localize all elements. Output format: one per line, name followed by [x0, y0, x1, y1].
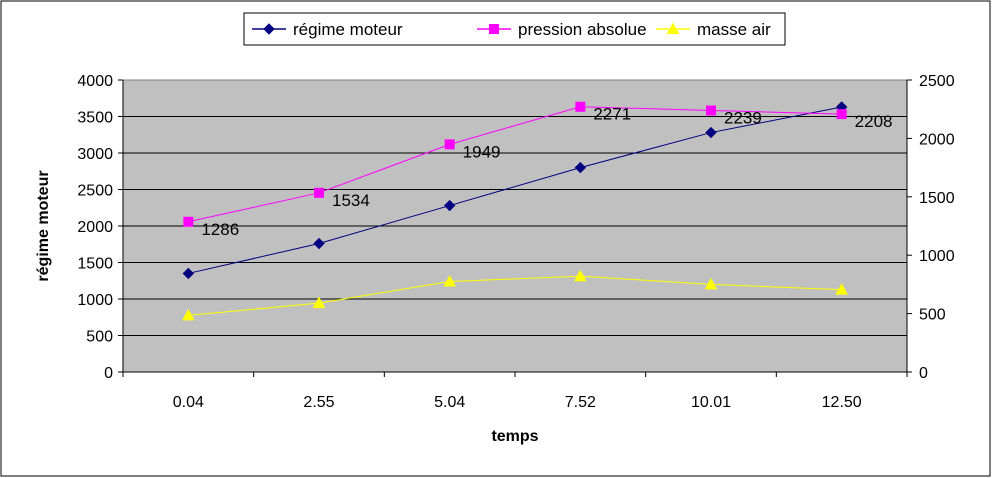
y2-tick-label: 500 [919, 307, 946, 324]
data-point-régime-moteur [705, 126, 717, 139]
legend-label-régime-moteur: régime moteur [293, 20, 403, 39]
legend-marker-régime-moteur [263, 23, 275, 35]
y2-tick-label: 2000 [919, 131, 955, 148]
data-point-masse-air [312, 296, 326, 309]
y-tick-label: 2000 [77, 219, 113, 236]
gridlines [123, 116, 907, 336]
data-point-pression-absolue [575, 101, 586, 112]
series-line-masse-air [188, 275, 842, 316]
y2-tick-label: 0 [919, 365, 928, 382]
data-label-pression-absolue: 1949 [463, 142, 501, 161]
y-tick-label: 4000 [77, 73, 113, 90]
series-line-pression-absolue [188, 106, 842, 223]
y-axis-title: régime moteur [35, 170, 52, 281]
x-tick-label: 7.52 [565, 394, 596, 411]
legend-label-pression-absolue: pression absolue [518, 20, 647, 39]
data-point-régime-moteur [313, 237, 325, 250]
y-tick-label: 500 [86, 329, 113, 346]
x-axis-title: temps [491, 428, 538, 445]
data-labels: 1286 1534 1949 2271 2239 2208 [201, 105, 892, 239]
data-label-pression-absolue: 2208 [855, 112, 893, 131]
x-tick-label: 5.04 [434, 394, 465, 411]
y2-tick-label: 1500 [919, 190, 955, 207]
series-layer [181, 101, 849, 321]
legend: régime moteur pression absolue masse air [243, 12, 786, 46]
data-point-pression-absolue [836, 109, 847, 120]
legend-label-masse-air: masse air [697, 20, 771, 39]
data-point-masse-air [573, 269, 587, 282]
y-tick-label: 1000 [77, 292, 113, 309]
axes: 0 500 1000 1500 2000 2500 3000 3500 4000 0 500 1000… [77, 73, 954, 411]
legend-marker-masse-air [666, 22, 680, 34]
y-tick-label: 1500 [77, 256, 113, 273]
data-point-pression-absolue [314, 187, 324, 198]
x-tick-label: 2.55 [303, 394, 334, 411]
data-point-masse-air [704, 277, 718, 290]
y-tick-label: 0 [104, 365, 113, 382]
legend-box [243, 12, 786, 46]
data-label-pression-absolue: 2239 [724, 108, 762, 127]
data-point-pression-absolue [706, 105, 716, 116]
data-point-masse-air [835, 283, 849, 295]
y-tick-label: 3000 [77, 146, 113, 163]
data-label-pression-absolue: 1534 [332, 191, 370, 210]
x-tick-label: 0.04 [173, 394, 204, 411]
data-point-pression-absolue [444, 139, 455, 150]
x-tick-label: 10.01 [691, 394, 731, 411]
x-tick-label: 12.50 [822, 394, 862, 411]
data-label-pression-absolue: 1286 [201, 220, 239, 239]
y2-tick-label: 2500 [919, 73, 955, 90]
data-point-régime-moteur [574, 161, 587, 174]
data-point-régime-moteur [443, 199, 456, 212]
data-point-pression-absolue [183, 216, 194, 227]
y-tick-label: 3500 [77, 110, 113, 127]
data-label-pression-absolue: 2271 [593, 105, 631, 124]
data-point-masse-air [443, 274, 457, 287]
y2-tick-label: 1000 [919, 248, 955, 265]
y-tick-label: 2500 [77, 183, 113, 200]
data-point-régime-moteur [182, 267, 195, 280]
legend-marker-pression-absolue [489, 24, 499, 34]
series-line-régime-moteur [188, 106, 842, 274]
data-point-masse-air [181, 308, 195, 321]
